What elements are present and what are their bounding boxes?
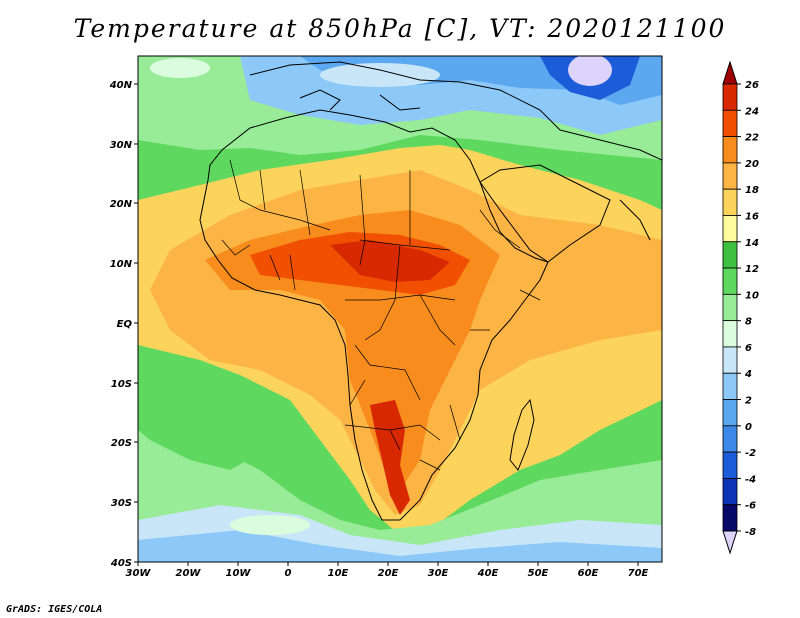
colorbar-box — [722, 109, 738, 137]
longitude-axis: 30W 20W 10W 0 10E 20E 30E 40E 50E 60E 70E — [126, 562, 649, 579]
madagascar-outline — [509, 398, 535, 471]
arabia-outline — [479, 164, 611, 263]
colorbar-box — [722, 451, 738, 479]
lon-label: 60E — [578, 568, 599, 579]
map-title: Temperature at 850hPa [C], VT: 202012110… — [73, 14, 727, 43]
colorbar-label: 0 — [745, 422, 752, 433]
colorbar-box — [722, 293, 738, 322]
colorbar-label: 16 — [745, 211, 759, 222]
colorbar-box — [722, 320, 738, 348]
colorbar-box — [722, 215, 738, 243]
colorbar-label: 4 — [744, 369, 752, 380]
colorbar-label: 24 — [745, 106, 759, 117]
africa-coastline — [199, 109, 549, 521]
lon-label: 20E — [378, 568, 399, 579]
colorbar-box — [722, 399, 738, 427]
lat-label: 20N — [110, 199, 133, 210]
colorbar-box — [722, 162, 738, 190]
colorbar-label: -4 — [745, 474, 756, 485]
country-borders — [221, 159, 541, 471]
field-south-green — [138, 390, 265, 470]
colorbar-label: 14 — [745, 238, 759, 249]
colorbar-label: 26 — [745, 80, 759, 91]
colorbar-label: 12 — [745, 264, 759, 275]
lon-label: 0 — [285, 568, 292, 579]
field-south-pale — [230, 515, 310, 535]
field-north-lightblue — [320, 63, 440, 87]
lat-label: 40N — [109, 80, 133, 91]
lat-label: 40S — [110, 558, 132, 569]
field-north-lightcyan — [150, 58, 210, 78]
colorbar-box — [722, 478, 738, 506]
colorbar-box — [722, 346, 738, 374]
colorbar-box — [722, 372, 738, 400]
lon-label: 50E — [528, 568, 549, 579]
colorbar-label: 6 — [745, 343, 752, 354]
lat-label: 20S — [111, 438, 132, 449]
lon-label: 10E — [328, 568, 349, 579]
lat-label: 10S — [111, 379, 132, 390]
colorbar-box — [722, 267, 738, 295]
colorbar-label: 18 — [745, 185, 759, 196]
colorbar-box — [722, 241, 738, 269]
lon-label: 30W — [126, 568, 152, 579]
colorbar-box — [722, 83, 738, 111]
lon-label: 70E — [628, 568, 649, 579]
field-hottest-north — [330, 240, 450, 282]
coastlines — [199, 61, 662, 521]
lat-label: 30N — [110, 140, 133, 151]
colorbar-box — [722, 425, 738, 453]
colorbar-label: -6 — [745, 501, 756, 512]
colorbar-box — [722, 136, 738, 164]
plot-frame — [137, 55, 663, 563]
lon-label: 30E — [428, 568, 449, 579]
temperature-field — [138, 56, 662, 562]
lon-label: 10W — [226, 568, 252, 579]
lat-label: 10N — [110, 259, 133, 270]
colorbar-label: -8 — [745, 527, 756, 538]
lat-label: 30S — [111, 498, 132, 509]
colorbar-label: 2 — [745, 396, 752, 407]
field-north-lavender — [568, 56, 612, 86]
europe-outline — [249, 61, 561, 131]
lon-label: 20W — [176, 568, 202, 579]
lon-label: 40E — [477, 568, 499, 579]
lat-label: EQ — [117, 319, 133, 330]
credit-label: GrADS: IGES/COLA — [6, 604, 103, 615]
colorbar-label: 10 — [745, 290, 759, 301]
latitude-axis: 40N 30N 20N 10N EQ 10S 20S 30S 40S — [109, 80, 138, 569]
field-south-blue — [138, 530, 662, 562]
colorbar-label: 20 — [745, 159, 759, 170]
colorbar-box — [722, 504, 738, 532]
colorbar-label: 22 — [745, 133, 759, 144]
colorbar-bottom-arrow — [722, 530, 738, 555]
colorbar-top-arrow — [722, 60, 738, 85]
colorbar-label: -2 — [745, 448, 756, 459]
colorbar-box — [722, 188, 738, 216]
asia-outline — [559, 129, 662, 241]
colorbar-label: 8 — [745, 317, 752, 328]
